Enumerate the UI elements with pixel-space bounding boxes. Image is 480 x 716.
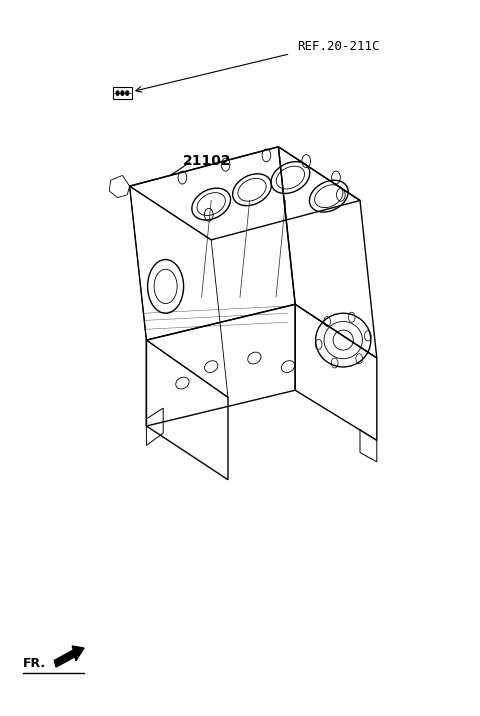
Circle shape [121,91,124,95]
Text: FR.: FR. [23,657,46,670]
FancyArrow shape [54,646,84,667]
Text: 21102: 21102 [182,154,231,168]
Text: REF.20-211C: REF.20-211C [298,40,380,53]
Circle shape [116,91,119,95]
Circle shape [126,91,129,95]
